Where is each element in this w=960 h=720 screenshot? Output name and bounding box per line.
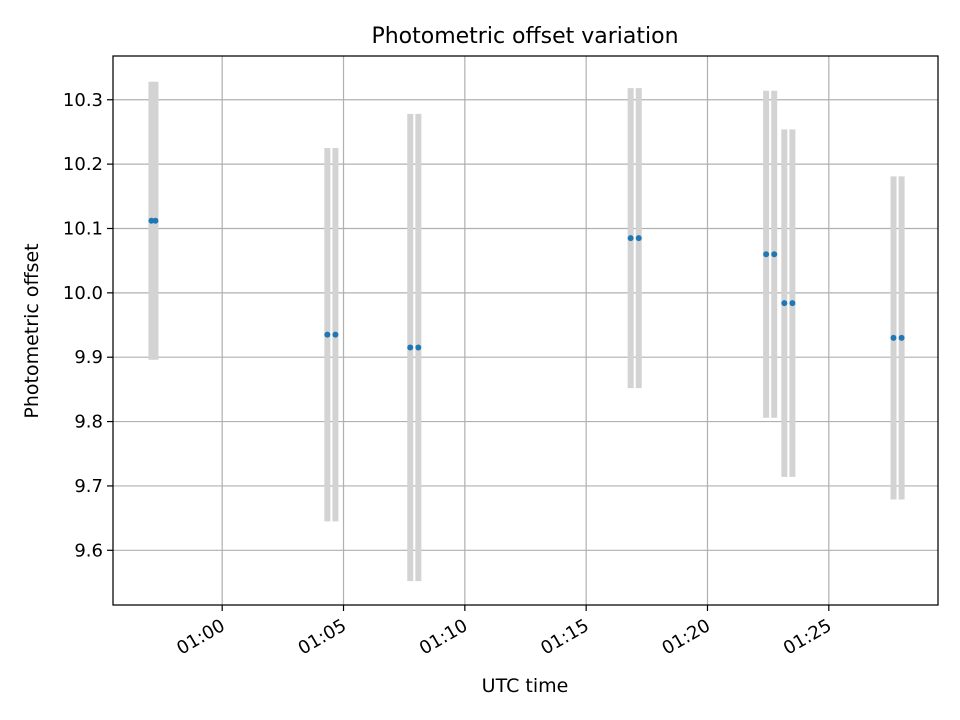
data-point <box>781 300 788 307</box>
y-tick-label: 10.1 <box>63 218 103 239</box>
y-axis-label: Photometric offset <box>21 243 43 418</box>
y-tick-label: 9.9 <box>74 347 103 368</box>
plot-area-frame <box>112 55 939 606</box>
data-point <box>407 344 414 351</box>
data-point <box>635 235 642 242</box>
y-axis-ticks: 9.6 9.7 9.8 9.9 10.0 10.1 10.2 10.3 <box>63 90 113 561</box>
data-point <box>324 331 331 338</box>
y-tick-label: 9.7 <box>74 476 103 497</box>
data-point <box>627 235 634 242</box>
chart-title: Photometric offset variation <box>371 24 678 49</box>
y-tick-label: 9.6 <box>74 540 103 561</box>
y-tick-label: 10.0 <box>63 283 103 304</box>
grid-lines <box>113 56 938 605</box>
data-points <box>148 217 905 351</box>
y-tick-label: 10.2 <box>63 154 103 175</box>
data-point <box>152 217 159 224</box>
data-point <box>898 334 905 341</box>
data-point <box>415 344 422 351</box>
data-point <box>789 300 796 307</box>
x-axis-label: UTC time <box>482 675 569 697</box>
y-tick-label: 10.3 <box>63 90 103 111</box>
data-point <box>771 251 778 258</box>
y-tick-label: 9.8 <box>74 412 103 433</box>
data-point <box>763 251 770 258</box>
data-point <box>332 331 339 338</box>
data-point <box>890 334 897 341</box>
